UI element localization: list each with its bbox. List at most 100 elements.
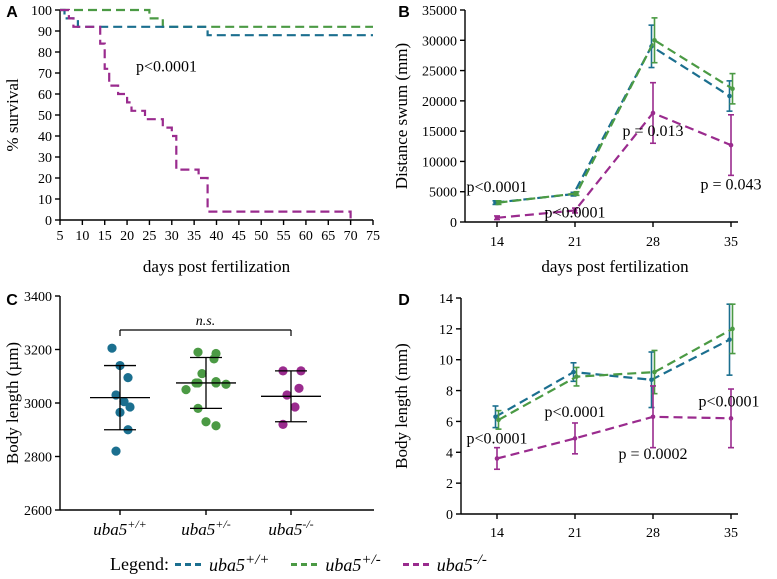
panel-d-point [650,414,656,420]
panel-c-ytick-label: 3200 [24,344,52,359]
panel-b-annotation-1: p<0.0001 [544,204,605,221]
panel-c-point [201,417,211,427]
panel-b-annotation-3: p = 0.043 [700,176,761,193]
legend-title: Legend: [110,553,169,574]
panel-d-point [496,417,501,423]
panel-d-point [572,436,578,441]
panel-c-ytick-label: 2600 [24,504,52,519]
legend-sup-het: +/- [361,552,381,568]
panel-d-point [727,337,732,342]
panel-c-point [193,347,203,357]
panel-c-ytick-label: 2800 [24,451,52,466]
panel-c-point [107,343,117,353]
panel-b-ytick-label: 35000 [422,4,457,19]
panel-a-ytick-label: 50 [38,109,52,124]
panel-a-ytick-label: 100 [31,4,52,19]
panel-b-xtick-label: 35 [724,235,738,250]
panel-c-point [119,397,129,407]
panel-b-x-label: days post fertilization [541,257,689,276]
panel-d-point [494,456,500,461]
panel-b-series-line-1 [498,38,734,204]
panel-b-point [650,110,656,116]
panel-d-ytick-label: 4 [446,446,453,461]
legend-label-wt: uba5 [208,555,245,575]
panel-a-xtick-label: 60 [299,229,313,244]
legend-swatch-het [291,562,318,566]
panel-b-series-line-0 [495,44,731,204]
panel-d-ytick-label: 2 [446,477,453,492]
panel-b-point [728,142,734,148]
panel-c-point [282,390,292,400]
panel-c-xtick-sup: +/+ [127,517,147,531]
panel-b-ytick-label: 5000 [429,186,457,201]
panel-d-point [730,326,735,332]
panel-c-point [181,385,191,395]
panel-a-ytick-label: 30 [38,151,52,166]
panel-d-series-line-1 [497,327,734,421]
panel-c-xtick-base: uba5 [268,520,302,539]
panel-a-xtick-label: 35 [187,229,201,244]
panel-b-point [727,93,732,99]
panel-a-x-label: days post fertilization [143,257,291,276]
panel-a-xtick-label: 40 [210,229,224,244]
legend-sup-wt: +/+ [244,552,270,568]
panel-a-xtick-label: 25 [142,229,156,244]
panel-c-xtick-label: uba5+/- [181,517,230,539]
panel-c-point [197,368,207,379]
panel-d-ytick-label: 6 [446,415,453,430]
panel-a-ytick-label: 60 [38,88,52,103]
legend-swatch-wt [174,562,201,566]
panel-a-annotation-0: p<0.0001 [136,59,197,76]
panel-a-xtick-label: 15 [98,229,112,244]
panel-b-letter: B [398,4,410,21]
panel-a-survival-line-0 [60,8,373,28]
panel-d-point [652,369,657,375]
panel-b-y-label: Distance swum (mm) [392,43,411,189]
panel-b-ytick-label: 25000 [422,65,457,80]
panel-a-ytick-label: 90 [38,25,52,40]
panel-a-xtick-label: 65 [321,229,335,244]
panel-c-point [290,402,300,412]
panel-d-point [574,374,579,379]
panel-a-xtick-label: 70 [344,229,358,244]
panel-a-xtick-label: 5 [57,229,64,244]
panel-d-series-line-0 [494,338,731,418]
panel-d-annotation-1: p<0.0001 [544,404,605,421]
panel-d-xtick-label: 21 [568,526,582,541]
panel-a-ytick-label: 80 [38,46,52,61]
panel-a-xtick-label: 30 [165,229,179,244]
panel-d-annotation-3: p<0.0001 [698,393,759,410]
panel-b-point [652,37,657,43]
panel-c-ytick-label: 3000 [24,397,52,412]
panel-b-point [496,200,501,205]
panel-c-ytick-label: 3400 [24,290,52,305]
panel-d-point [571,369,576,375]
panel-a-ytick-label: 40 [38,130,52,145]
panel-b-ytick-label: 10000 [422,155,457,170]
panel-c-significance-label: n.s. [196,314,215,329]
panel-a-ytick-label: 0 [45,214,52,229]
legend-item-het: uba5+/- [291,552,381,576]
panel-a-ytick-label: 20 [38,172,52,187]
panel-d-ytick-label: 12 [439,323,453,338]
panel-d-annotation-0: p<0.0001 [466,430,527,447]
legend-label-het: uba5 [325,555,362,575]
panel-b-point [574,191,579,196]
panel-b-annotation-0: p<0.0001 [466,179,527,196]
panel-a-xtick-label: 75 [366,229,380,244]
panel-d-annotation-2: p = 0.0002 [618,446,687,463]
panel-a-xtick-label: 20 [120,229,134,244]
panel-c-point [111,446,121,456]
panel-c-xtick-base: uba5 [93,520,127,539]
legend-label-ko: uba5 [436,555,473,575]
panel-d-xtick-label: 28 [646,526,660,541]
panel-b-point [572,208,578,213]
panel-c-y-label: Body length (µm) [3,342,22,464]
panel-a-ytick-label: 70 [38,67,52,82]
panel-b-point [730,86,735,92]
panel-b-ytick-label: 30000 [422,34,457,49]
panel-d-ytick-label: 14 [439,292,453,307]
panel-c-xtick-label: uba5+/+ [93,517,147,539]
panel-d-xtick-label: 14 [490,526,504,541]
panel-d-y-label: Body length (mm) [392,343,411,469]
